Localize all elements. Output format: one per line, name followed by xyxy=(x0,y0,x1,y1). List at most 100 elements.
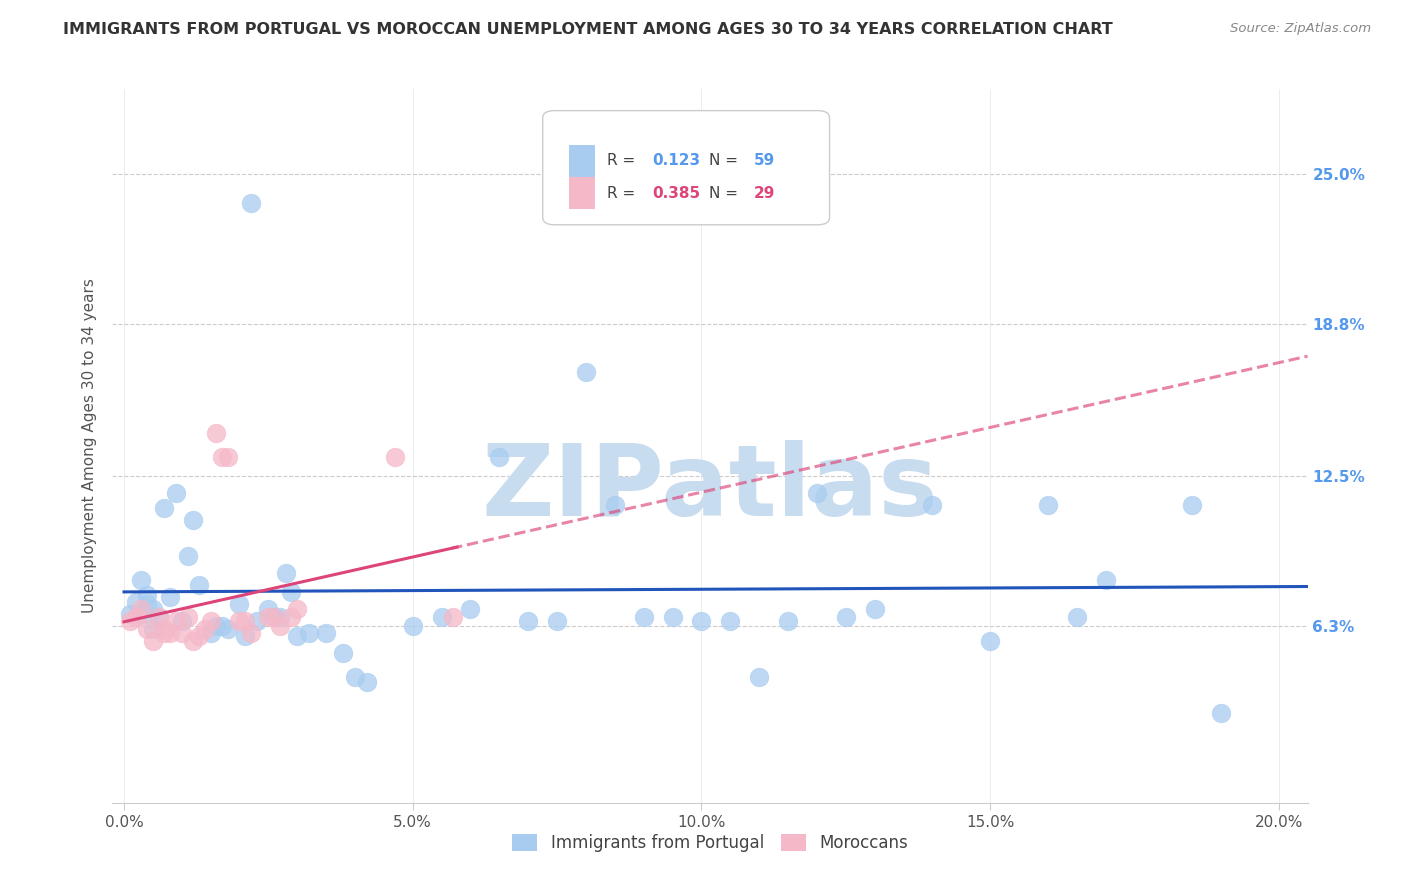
Point xyxy=(118,607,141,621)
Point xyxy=(1036,498,1059,512)
Point xyxy=(274,566,297,580)
Point xyxy=(124,595,146,609)
Point xyxy=(402,619,425,633)
Point xyxy=(806,486,828,500)
Point xyxy=(441,609,464,624)
Point xyxy=(217,450,239,464)
Point xyxy=(159,590,181,604)
Text: 0.385: 0.385 xyxy=(652,186,700,201)
Point xyxy=(148,609,170,624)
Point xyxy=(1209,706,1232,721)
Point xyxy=(176,549,198,563)
Point xyxy=(246,615,269,629)
Point xyxy=(165,486,187,500)
Text: N =: N = xyxy=(709,186,742,201)
Point xyxy=(118,615,141,629)
Point xyxy=(240,626,263,640)
Point xyxy=(690,615,713,629)
Point xyxy=(748,670,770,684)
Point xyxy=(142,602,165,616)
Point xyxy=(921,498,943,512)
Y-axis label: Unemployment Among Ages 30 to 34 years: Unemployment Among Ages 30 to 34 years xyxy=(82,278,97,614)
Point xyxy=(170,626,193,640)
Point xyxy=(776,615,799,629)
Point xyxy=(188,629,211,643)
Point xyxy=(200,615,222,629)
Bar xyxy=(569,177,595,209)
Text: IMMIGRANTS FROM PORTUGAL VS MOROCCAN UNEMPLOYMENT AMONG AGES 30 TO 34 YEARS CORR: IMMIGRANTS FROM PORTUGAL VS MOROCCAN UNE… xyxy=(63,22,1114,37)
Point xyxy=(228,598,250,612)
Point xyxy=(124,609,146,624)
Point xyxy=(979,633,1001,648)
Legend: Immigrants from Portugal, Moroccans: Immigrants from Portugal, Moroccans xyxy=(506,827,914,859)
Point xyxy=(233,615,256,629)
Point xyxy=(194,622,217,636)
Point xyxy=(142,622,165,636)
Text: ZIPatlas: ZIPatlas xyxy=(482,441,938,537)
Point xyxy=(131,602,153,616)
Point xyxy=(863,602,886,616)
Text: 59: 59 xyxy=(754,153,776,169)
Point xyxy=(153,622,176,636)
Point xyxy=(153,626,176,640)
Point xyxy=(205,619,228,633)
Point xyxy=(257,609,280,624)
Point xyxy=(170,615,193,629)
Point xyxy=(488,450,510,464)
Bar xyxy=(569,145,595,177)
Point xyxy=(1181,498,1204,512)
Text: R =: R = xyxy=(607,153,640,169)
Point xyxy=(211,619,233,633)
Point xyxy=(257,602,280,616)
Point xyxy=(356,674,378,689)
Point xyxy=(269,609,291,624)
Text: N =: N = xyxy=(709,153,742,169)
Point xyxy=(332,646,354,660)
Point xyxy=(280,585,302,599)
Point xyxy=(176,609,198,624)
Point xyxy=(343,670,366,684)
Point xyxy=(211,450,233,464)
Point xyxy=(233,629,256,643)
Point xyxy=(603,498,626,512)
Point xyxy=(633,609,655,624)
Point xyxy=(1094,574,1116,588)
Point xyxy=(280,609,302,624)
Point xyxy=(142,633,165,648)
Point xyxy=(575,365,598,379)
Text: 29: 29 xyxy=(754,186,776,201)
Point xyxy=(263,609,285,624)
Point xyxy=(205,425,228,440)
Point xyxy=(315,626,337,640)
Point xyxy=(269,619,291,633)
Point xyxy=(430,609,453,624)
Point xyxy=(159,626,181,640)
Point xyxy=(661,609,683,624)
Point xyxy=(517,615,540,629)
Point xyxy=(718,615,741,629)
Point xyxy=(131,574,153,588)
Point xyxy=(285,629,308,643)
Point xyxy=(263,609,285,624)
Text: Source: ZipAtlas.com: Source: ZipAtlas.com xyxy=(1230,22,1371,36)
Point xyxy=(181,633,204,648)
Point xyxy=(460,602,482,616)
Point xyxy=(136,588,159,602)
Point xyxy=(136,622,159,636)
FancyBboxPatch shape xyxy=(543,111,830,225)
Point xyxy=(200,626,222,640)
Text: 0.123: 0.123 xyxy=(652,153,700,169)
Point xyxy=(285,602,308,616)
Text: R =: R = xyxy=(607,186,640,201)
Point xyxy=(240,195,263,210)
Point xyxy=(834,609,856,624)
Point xyxy=(136,598,159,612)
Point xyxy=(1066,609,1088,624)
Point xyxy=(384,450,406,464)
Point xyxy=(298,626,321,640)
Point xyxy=(546,615,568,629)
Point xyxy=(188,578,211,592)
Point xyxy=(153,500,176,515)
Point xyxy=(148,609,170,624)
Point xyxy=(228,615,250,629)
